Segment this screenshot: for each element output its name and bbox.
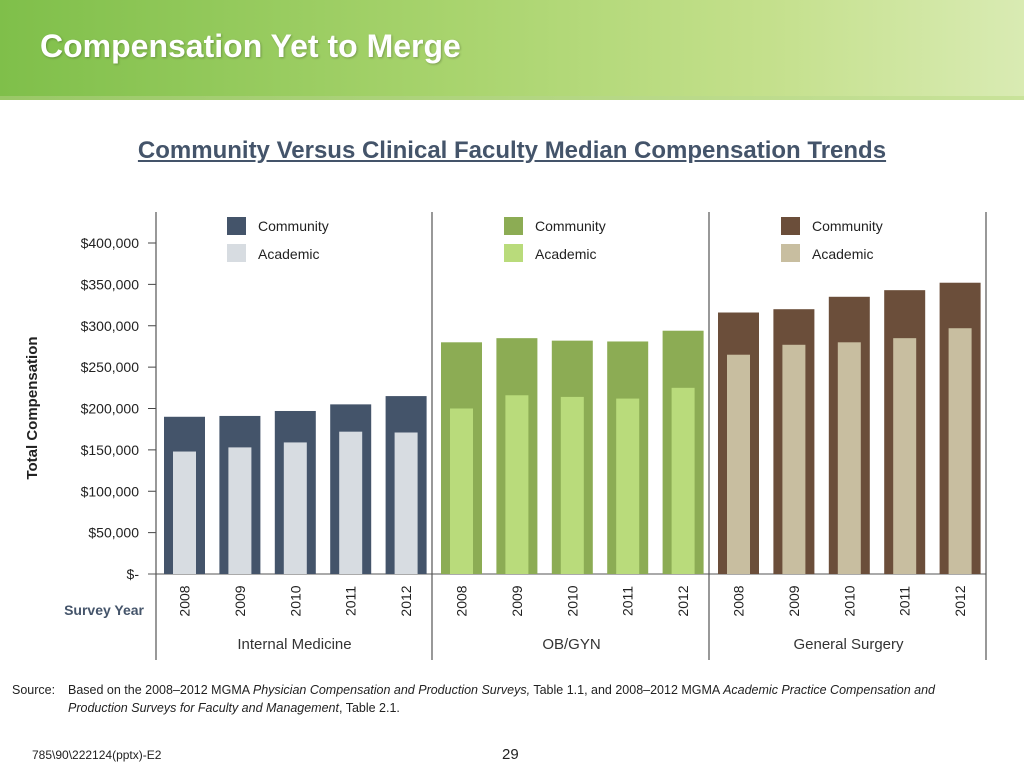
- footer-code: 785\90\222124(pptx)-E2: [32, 748, 162, 762]
- y-tick-label: $100,000: [81, 483, 140, 499]
- legend-label-academic: Academic: [812, 246, 873, 262]
- legend-label-community: Community: [812, 218, 883, 234]
- y-axis-title: Total Compensation: [24, 336, 41, 479]
- x-tick-label: 2012: [952, 585, 968, 616]
- legend-label-community: Community: [258, 218, 329, 234]
- header-band: Compensation Yet to Merge: [0, 0, 1024, 100]
- y-tick-label: $400,000: [81, 235, 140, 251]
- legend-swatch-academic: [504, 244, 523, 262]
- x-tick-label: 2012: [675, 585, 691, 616]
- source-text-2: Table 1.1, and 2008–2012 MGMA: [530, 683, 724, 697]
- bar-academic: [560, 396, 584, 574]
- legend-swatch-community: [227, 217, 246, 235]
- bar-academic: [394, 432, 418, 574]
- bar-academic: [727, 354, 750, 574]
- x-tick-label: 2008: [177, 585, 193, 616]
- x-tick-label: 2011: [897, 586, 913, 616]
- bar-academic: [671, 387, 695, 574]
- source-text: Based on the 2008–2012 MGMA Physician Co…: [68, 681, 968, 717]
- bar-academic: [616, 398, 640, 574]
- source-text-3: , Table 2.1.: [338, 701, 400, 715]
- bar-academic: [450, 408, 473, 574]
- bar-academic: [283, 442, 307, 574]
- y-tick-label: $300,000: [81, 318, 140, 334]
- bar-academic: [339, 431, 363, 574]
- legend-swatch-academic: [227, 244, 246, 262]
- bar-academic: [228, 447, 252, 574]
- source-text-1: Based on the 2008–2012 MGMA: [68, 683, 253, 697]
- x-tick-label: 2010: [287, 585, 303, 616]
- x-tick-label: 2008: [731, 585, 747, 616]
- y-tick-label: $250,000: [81, 359, 140, 375]
- page-number: 29: [502, 746, 519, 763]
- group-label: General Surgery: [793, 636, 904, 653]
- bar-academic: [948, 328, 972, 574]
- y-tick-label: $350,000: [81, 276, 140, 292]
- legend-swatch-community: [504, 217, 523, 235]
- x-tick-label: 2010: [841, 585, 857, 616]
- x-tick-label: 2012: [398, 585, 414, 616]
- legend-swatch-academic: [781, 244, 800, 262]
- x-tick-label: 2009: [786, 585, 802, 616]
- source-italic-2: Academic Practice Compensation and Produ…: [68, 683, 935, 715]
- legend-label-academic: Academic: [258, 246, 319, 262]
- x-tick-label: 2010: [564, 585, 580, 616]
- legend-label-academic: Academic: [535, 246, 596, 262]
- bar-academic: [837, 342, 861, 574]
- x-tick-label: 2008: [454, 585, 470, 616]
- source-italic-1: Physician Compensation and Production Su…: [252, 683, 531, 697]
- bar-academic: [893, 338, 917, 574]
- y-tick-label: $50,000: [88, 525, 139, 541]
- x-tick-label: 2011: [620, 586, 636, 616]
- y-tick-label: $150,000: [81, 442, 140, 458]
- legend-swatch-community: [781, 217, 800, 235]
- chart-title: Community Versus Clinical Faculty Median…: [137, 137, 887, 164]
- x-axis-title: Survey Year: [64, 602, 144, 618]
- bar-academic: [505, 395, 529, 574]
- x-tick-label: 2011: [343, 586, 359, 616]
- source-label: Source:: [12, 683, 56, 697]
- y-tick-label: $200,000: [81, 401, 140, 417]
- legend-label-community: Community: [535, 218, 606, 234]
- bar-academic: [173, 451, 196, 574]
- group-label: Internal Medicine: [237, 636, 351, 653]
- group-label: OB/GYN: [542, 636, 600, 653]
- bar-academic: [782, 344, 806, 574]
- slide-title: Compensation Yet to Merge: [40, 28, 461, 64]
- x-tick-label: 2009: [232, 585, 248, 616]
- y-tick-label: $-: [127, 566, 140, 582]
- x-tick-label: 2009: [509, 585, 525, 616]
